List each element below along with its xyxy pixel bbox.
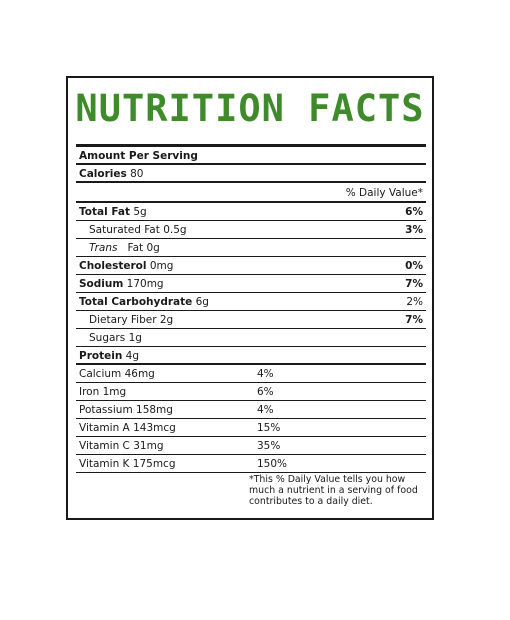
cholesterol-row: Cholesterol 0mg 0% [76, 257, 426, 275]
mineral-pct: 4% [257, 368, 274, 380]
nutrient-label: Sugars [89, 332, 126, 344]
nutrient-pct: 7% [405, 314, 423, 326]
mineral-label: Iron 1mg [79, 386, 127, 398]
calories-row: Calories 80 [76, 165, 426, 183]
amount-per-serving: Amount Per Serving [79, 150, 198, 162]
nutrient-amount: 4g [125, 350, 140, 362]
mineral-label: Calcium 46mg [79, 368, 155, 380]
mineral-pct: 35% [257, 440, 281, 452]
total-fat-row: Total Fat 5g 6% [76, 203, 426, 221]
vitamin-k-row: Vitamin K 175mcg 150% [76, 455, 426, 473]
nutrient-pct: 7% [405, 278, 423, 290]
trans-fat-row: Trans Fat 0g [76, 239, 426, 257]
mineral-label: Vitamin C 31mg [79, 440, 164, 452]
daily-value-header: % Daily Value* [345, 187, 423, 199]
nutrient-amount: 170mg [126, 278, 164, 290]
nutrient-amount: Fat 0g [127, 242, 160, 254]
vitamin-c-row: Vitamin C 31mg 35% [76, 437, 426, 455]
nutrient-label: Trans [89, 242, 118, 254]
calories-label: Calories [79, 168, 127, 180]
nutrient-label: Sodium [79, 278, 124, 290]
mineral-pct: 4% [257, 404, 274, 416]
protein-row: Protein 4g [76, 347, 426, 365]
nutrition-label: NUTRITION FACTS Amount Per Serving Calor… [66, 76, 434, 520]
daily-value-header-row: % Daily Value* [76, 183, 426, 203]
nutrient-label: Saturated Fat [89, 224, 160, 236]
mineral-pct: 15% [257, 422, 281, 434]
nutrient-label: Total Carbohydrate [79, 296, 193, 308]
nutrient-amount: 0mg [149, 260, 174, 272]
nutrient-amount: 6g [195, 296, 209, 308]
sugars-row: Sugars 1g [76, 329, 426, 347]
iron-row: Iron 1mg 6% [76, 383, 426, 401]
nutrient-amount: 2g [159, 314, 174, 326]
nutrient-label: Dietary Fiber [89, 314, 157, 326]
mineral-pct: 150% [257, 458, 288, 470]
potassium-row: Potassium 158mg 4% [76, 401, 426, 419]
mineral-label: Potassium 158mg [79, 404, 173, 416]
amount-per-serving-row: Amount Per Serving [76, 147, 426, 165]
nutrient-label: Cholesterol [79, 260, 147, 272]
sodium-row: Sodium 170mg 7% [76, 275, 426, 293]
calcium-row: Calcium 46mg 4% [76, 365, 426, 383]
nutrient-pct: 0% [405, 260, 423, 272]
total-carbohydrate-row: Total Carbohydrate 6g 2% [76, 293, 426, 311]
vitamin-a-row: Vitamin A 143mcg 15% [76, 419, 426, 437]
calories-value: 80 [130, 168, 144, 180]
nutrition-table: Amount Per Serving Calories 80 % Daily V… [76, 144, 426, 473]
mineral-pct: 6% [257, 386, 274, 398]
label-title: NUTRITION FACTS [75, 87, 425, 130]
mineral-label: Vitamin K 175mcg [79, 458, 176, 470]
mineral-label: Vitamin A 143mcg [79, 422, 176, 434]
saturated-fat-row: Saturated Fat 0.5g 3% [76, 221, 426, 239]
nutrient-label: Protein [79, 350, 123, 362]
nutrient-amount: 0.5g [163, 224, 187, 236]
dietary-fiber-row: Dietary Fiber 2g 7% [76, 311, 426, 329]
nutrient-label: Total Fat [79, 206, 131, 218]
nutrient-pct: 6% [405, 206, 423, 218]
nutrient-pct: 3% [405, 224, 423, 236]
nutrient-pct: 2% [406, 296, 423, 308]
daily-value-footnote: *This % Daily Value tells you how much a… [249, 474, 418, 507]
nutrient-amount: 1g [128, 332, 142, 344]
nutrient-amount: 5g [133, 206, 147, 218]
